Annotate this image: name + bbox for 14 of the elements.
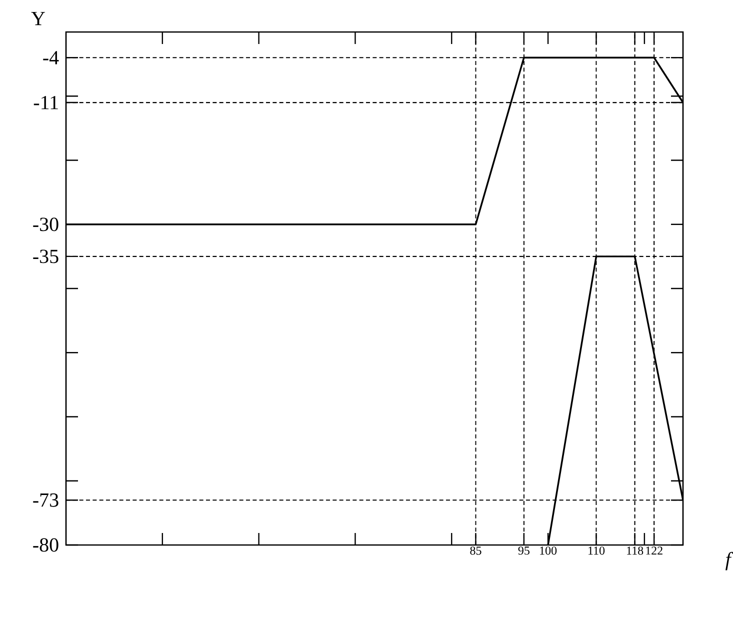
y-tick-label: -80: [33, 538, 58, 552]
x-tick-label: 122: [646, 546, 662, 555]
y-tick-label: -11: [34, 96, 58, 110]
x-tick-label: 110: [588, 546, 605, 555]
y-axis-title: Y: [31, 12, 45, 26]
y-tick-label: -35: [33, 250, 58, 264]
x-tick-label: 118: [627, 546, 644, 555]
y-tick-label: -4: [43, 51, 59, 64]
x-axis-title: f: [725, 552, 733, 570]
x-tick-label: 100: [540, 546, 557, 555]
x-tick-label: 85: [470, 546, 482, 555]
x-tick-label: 95: [518, 546, 530, 555]
y-tick-label: -30: [33, 218, 58, 232]
y-tick-label: -73: [33, 493, 58, 507]
